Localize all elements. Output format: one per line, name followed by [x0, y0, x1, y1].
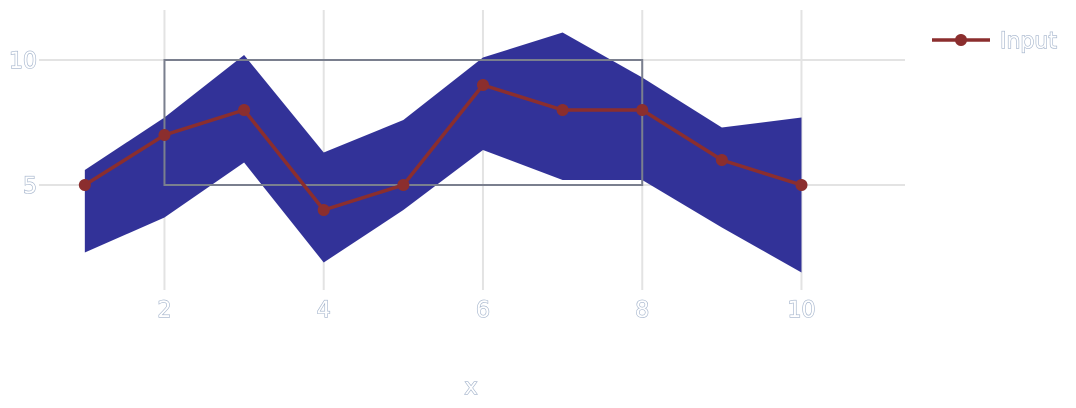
legend-marker-swatch	[955, 34, 967, 46]
legend-label-input: Input	[1000, 29, 1057, 54]
y-tick-label: 5	[23, 174, 37, 199]
data-point[interactable]	[795, 179, 808, 191]
x-tick-label: 2	[157, 298, 171, 323]
tick-label-layer: 2 4 6 8 10 5 10	[8, 48, 816, 323]
data-point[interactable]	[715, 154, 728, 166]
x-tick-label: 6	[476, 298, 490, 323]
confidence-band	[84, 32, 802, 273]
data-point[interactable]	[476, 79, 489, 91]
series-layer	[78, 79, 808, 216]
band-layer	[84, 32, 802, 273]
series-line-input	[83, 83, 803, 212]
x-axis-title: x	[464, 375, 477, 400]
x-tick-label: 8	[635, 298, 649, 323]
x-tick-label: 10	[787, 298, 815, 323]
data-point[interactable]	[317, 204, 330, 216]
data-point[interactable]	[636, 104, 649, 116]
data-point[interactable]	[238, 104, 251, 116]
data-point[interactable]	[158, 129, 171, 141]
legend[interactable]: Input	[932, 28, 1058, 55]
data-point[interactable]	[556, 104, 569, 116]
data-point[interactable]	[397, 179, 410, 191]
x-tick-label: 4	[317, 298, 331, 323]
y-tick-label: 10	[9, 49, 37, 74]
data-point[interactable]	[78, 179, 91, 191]
